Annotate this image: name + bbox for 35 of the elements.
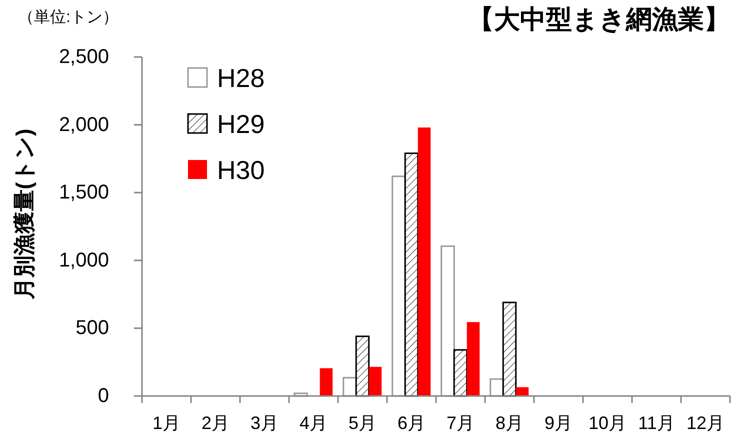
y-tick-label: 1,500 bbox=[58, 182, 109, 204]
bar bbox=[320, 368, 333, 396]
x-tick-label: 10月 bbox=[588, 413, 627, 433]
chart-title: 【大中型まき網漁業】 bbox=[468, 4, 730, 34]
y-tick-label: 1,000 bbox=[58, 249, 109, 272]
bar bbox=[466, 322, 480, 396]
legend-label: H30 bbox=[217, 155, 265, 185]
bar bbox=[404, 152, 419, 397]
x-tick-label: 6月 bbox=[397, 413, 426, 433]
bar bbox=[516, 387, 529, 396]
x-tick-label: 12月 bbox=[686, 413, 725, 433]
y-axis-title: 月別漁獲量(トン) bbox=[12, 128, 36, 300]
text: （単位:トン） bbox=[18, 9, 118, 26]
bar bbox=[418, 128, 431, 396]
bar bbox=[368, 366, 382, 396]
x-tick-label: 9月 bbox=[544, 413, 573, 433]
bar bbox=[502, 302, 517, 397]
y-tick-label: 2,500 bbox=[58, 46, 109, 68]
y-tick-label: 2,000 bbox=[58, 114, 109, 136]
legend-label: H29 bbox=[217, 109, 265, 139]
x-tick-label: 7月 bbox=[446, 413, 475, 433]
x-tick-label: 5月 bbox=[348, 413, 377, 433]
bar bbox=[355, 336, 370, 397]
x-tick-label: 3月 bbox=[250, 413, 279, 433]
x-tick-label: 11月 bbox=[638, 413, 675, 433]
bar bbox=[392, 176, 406, 397]
x-tick-label: 2月 bbox=[201, 413, 230, 433]
y-tick-label: 0 bbox=[98, 385, 109, 407]
bar bbox=[453, 349, 468, 397]
y-tick-label: 500 bbox=[76, 317, 109, 340]
x-tick-label: 4月 bbox=[299, 413, 328, 433]
x-tick-label: 1月 bbox=[152, 413, 181, 433]
x-tick-label: 8月 bbox=[495, 413, 524, 433]
bar bbox=[440, 245, 455, 397]
legend-label: H28 bbox=[217, 63, 265, 93]
